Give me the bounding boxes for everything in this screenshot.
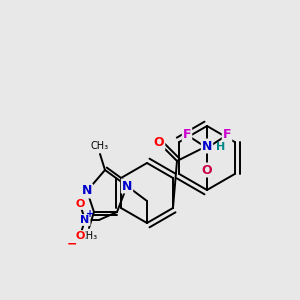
- Text: O: O: [202, 164, 212, 176]
- Text: CH₃: CH₃: [80, 231, 98, 241]
- Text: N: N: [82, 184, 92, 197]
- Text: F: F: [183, 128, 191, 142]
- Text: O: O: [154, 136, 164, 149]
- Text: −: −: [67, 238, 77, 250]
- Text: N: N: [80, 215, 90, 225]
- Text: O: O: [75, 231, 85, 241]
- Text: H: H: [216, 142, 225, 152]
- Text: +: +: [86, 209, 94, 219]
- Text: N: N: [122, 179, 132, 193]
- Text: O: O: [75, 199, 85, 209]
- Text: N: N: [202, 140, 212, 152]
- Text: F: F: [223, 128, 231, 142]
- Text: CH₃: CH₃: [91, 141, 109, 151]
